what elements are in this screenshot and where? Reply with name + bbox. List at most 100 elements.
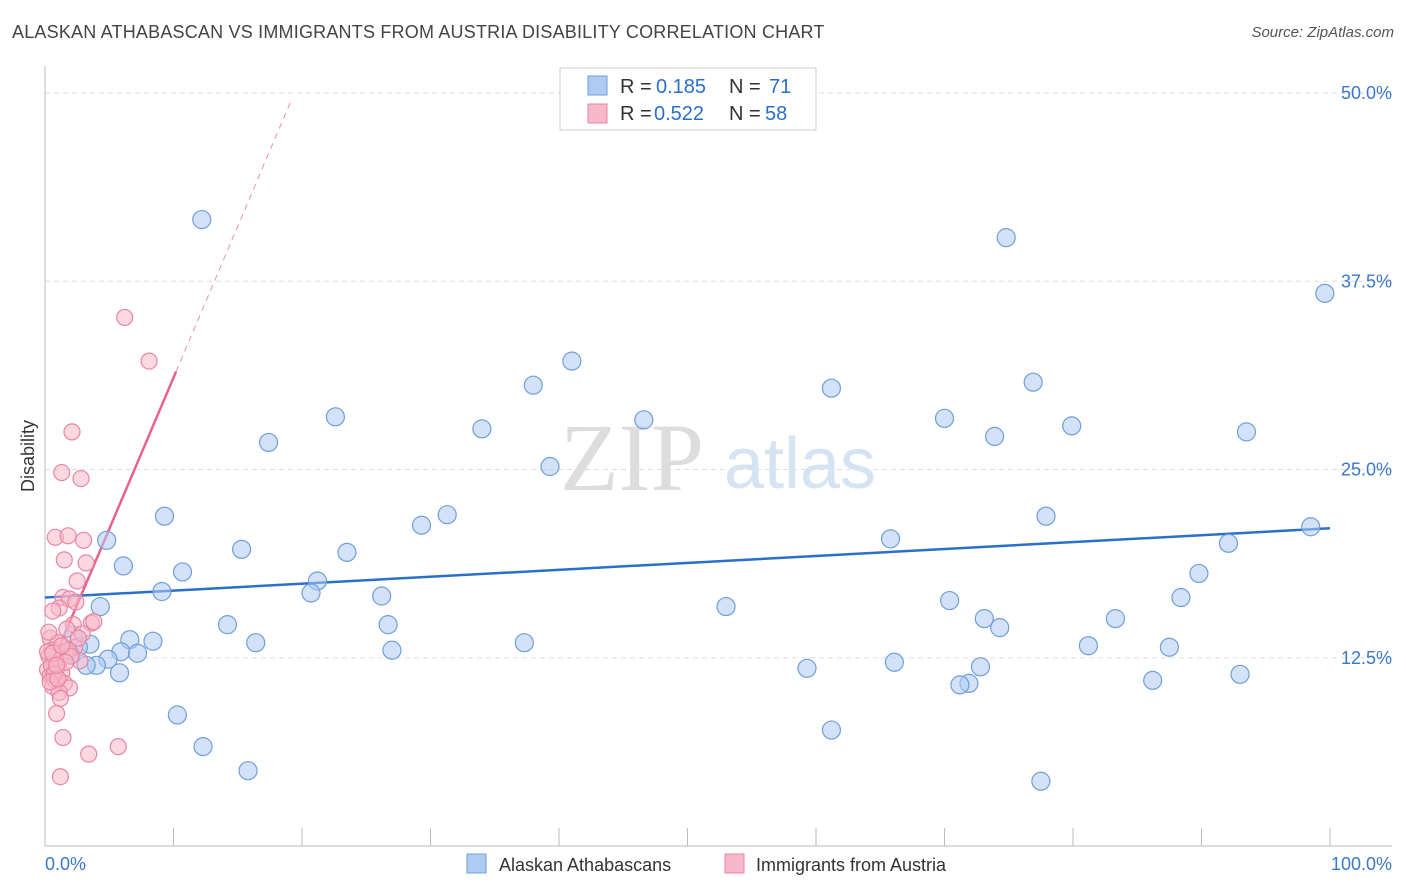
data-point-alaskan-athabascans	[970, 657, 991, 677]
data-point-immigrants-from-austria	[67, 593, 85, 611]
data-point-immigrants-from-austria	[53, 463, 71, 482]
data-point-alaskan-athabascans	[1078, 636, 1099, 656]
data-point-immigrants-from-austria	[80, 745, 98, 763]
data-point-alaskan-athabascans	[258, 432, 279, 453]
data-point-alaskan-athabascans	[1301, 517, 1321, 537]
data-point-immigrants-from-austria	[54, 728, 72, 747]
stats-n-value-pink: 58	[765, 103, 787, 125]
data-point-immigrants-from-austria	[140, 352, 158, 370]
data-point-alaskan-athabascans	[884, 652, 904, 672]
data-point-immigrants-from-austria	[74, 531, 93, 549]
y-tick-label: 12.5%	[1341, 648, 1392, 668]
data-point-immigrants-from-austria	[72, 469, 90, 488]
data-point-alaskan-athabascans	[996, 228, 1016, 248]
data-point-immigrants-from-austria	[63, 423, 81, 441]
tick-labels: 12.5% 25.0% 37.5% 50.0% 0.0% 100.0%	[45, 83, 1392, 874]
data-point-alaskan-athabascans	[97, 530, 117, 550]
data-point-alaskan-athabascans	[113, 556, 133, 576]
data-point-alaskan-athabascans	[634, 410, 654, 430]
y-tick-label: 37.5%	[1341, 271, 1392, 291]
data-point-alaskan-athabascans	[301, 583, 321, 603]
stats-n-label-blue: N =	[729, 76, 761, 98]
data-point-alaskan-athabascans	[716, 596, 736, 617]
data-point-alaskan-athabascans	[217, 615, 238, 635]
data-point-alaskan-athabascans	[167, 705, 187, 725]
stats-n-value-blue: 71	[769, 76, 791, 98]
stats-r-value-blue: 0.185	[656, 76, 706, 98]
stats-n-label-pink: N =	[729, 103, 761, 125]
data-point-alaskan-athabascans	[1218, 533, 1239, 553]
watermark: ZIP atlas	[560, 404, 876, 511]
data-point-alaskan-athabascans	[337, 542, 357, 562]
data-point-alaskan-athabascans	[1315, 283, 1335, 303]
data-point-alaskan-athabascans	[1236, 422, 1257, 442]
data-point-alaskan-athabascans	[472, 419, 492, 439]
data-point-immigrants-from-austria	[85, 613, 103, 631]
data-point-alaskan-athabascans	[514, 633, 534, 653]
data-point-alaskan-athabascans	[797, 658, 817, 678]
y-tick-label: 50.0%	[1341, 83, 1392, 103]
data-point-alaskan-athabascans	[193, 737, 213, 757]
stats-r-label-pink: R =	[620, 103, 652, 125]
data-point-alaskan-athabascans	[562, 351, 582, 371]
series-legend-label-blue: Alaskan Athabascans	[499, 855, 671, 875]
data-point-alaskan-athabascans	[1159, 637, 1179, 657]
data-point-alaskan-athabascans	[1023, 372, 1043, 392]
data-point-alaskan-athabascans	[154, 506, 175, 526]
data-point-alaskan-athabascans	[1062, 416, 1082, 436]
data-point-alaskan-athabascans	[990, 618, 1010, 638]
data-point-alaskan-athabascans	[232, 539, 252, 559]
data-point-immigrants-from-austria	[51, 768, 70, 786]
data-point-immigrants-from-austria	[40, 623, 58, 641]
data-point-immigrants-from-austria	[58, 620, 76, 638]
data-point-alaskan-athabascans	[90, 596, 110, 617]
data-point-alaskan-athabascans	[1031, 771, 1051, 791]
data-point-immigrants-from-austria	[116, 308, 134, 327]
data-point-alaskan-athabascans	[192, 209, 212, 230]
data-point-alaskan-athabascans	[940, 590, 960, 611]
data-point-alaskan-athabascans	[523, 375, 543, 395]
trend-line-extension-immigrants-from-austria	[175, 98, 293, 372]
axes	[44, 66, 1392, 847]
data-point-alaskan-athabascans	[950, 675, 970, 695]
y-tick-label: 25.0%	[1341, 460, 1392, 480]
watermark-zip: ZIP	[560, 404, 704, 511]
data-point-immigrants-from-austria	[59, 527, 77, 545]
stats-r-label-blue: R =	[620, 76, 652, 98]
data-point-alaskan-athabascans	[1230, 664, 1250, 684]
chart-title: ALASKAN ATHABASCAN VS IMMIGRANTS FROM AU…	[12, 22, 825, 42]
trend-line-alaskan-athabascans	[44, 527, 1331, 599]
x-tick-label-max: 100.0%	[1331, 854, 1392, 874]
stats-legend-swatch-blue	[587, 75, 608, 96]
series-legend-label-pink: Immigrants from Austria	[756, 855, 947, 875]
data-point-alaskan-athabascans	[821, 720, 842, 740]
data-point-alaskan-athabascans	[411, 515, 432, 535]
series-legend-swatch-blue	[466, 853, 487, 874]
data-point-alaskan-athabascans	[880, 529, 901, 549]
series-legend-swatch-pink	[724, 853, 745, 874]
stats-legend: R = 0.185 N = 71 R = 0.522 N = 58	[559, 67, 817, 131]
data-point-alaskan-athabascans	[143, 631, 163, 651]
data-point-alaskan-athabascans	[1189, 563, 1209, 584]
y-axis-label: Disability	[18, 420, 38, 492]
data-point-alaskan-athabascans	[325, 407, 346, 427]
data-point-alaskan-athabascans	[985, 426, 1005, 446]
data-point-alaskan-athabascans	[378, 615, 398, 635]
data-point-alaskan-athabascans	[246, 633, 266, 653]
watermark-atlas: atlas	[724, 424, 876, 504]
trend-lines	[43, 98, 1331, 681]
data-point-alaskan-athabascans	[540, 456, 560, 477]
data-point-immigrants-from-austria	[53, 637, 71, 655]
data-point-alaskan-athabascans	[109, 663, 130, 683]
source-attribution: Source: ZipAtlas.com	[1251, 24, 1394, 41]
data-point-immigrants-from-austria	[69, 629, 88, 647]
data-point-immigrants-from-austria	[44, 602, 62, 620]
data-point-alaskan-athabascans	[152, 581, 172, 602]
data-point-immigrants-from-austria	[55, 551, 73, 569]
data-point-alaskan-athabascans	[172, 562, 193, 582]
data-point-immigrants-from-austria	[51, 689, 70, 708]
data-point-alaskan-athabascans	[1143, 670, 1163, 690]
data-point-alaskan-athabascans	[821, 378, 842, 398]
series-immigrants-from-austria	[38, 308, 158, 786]
